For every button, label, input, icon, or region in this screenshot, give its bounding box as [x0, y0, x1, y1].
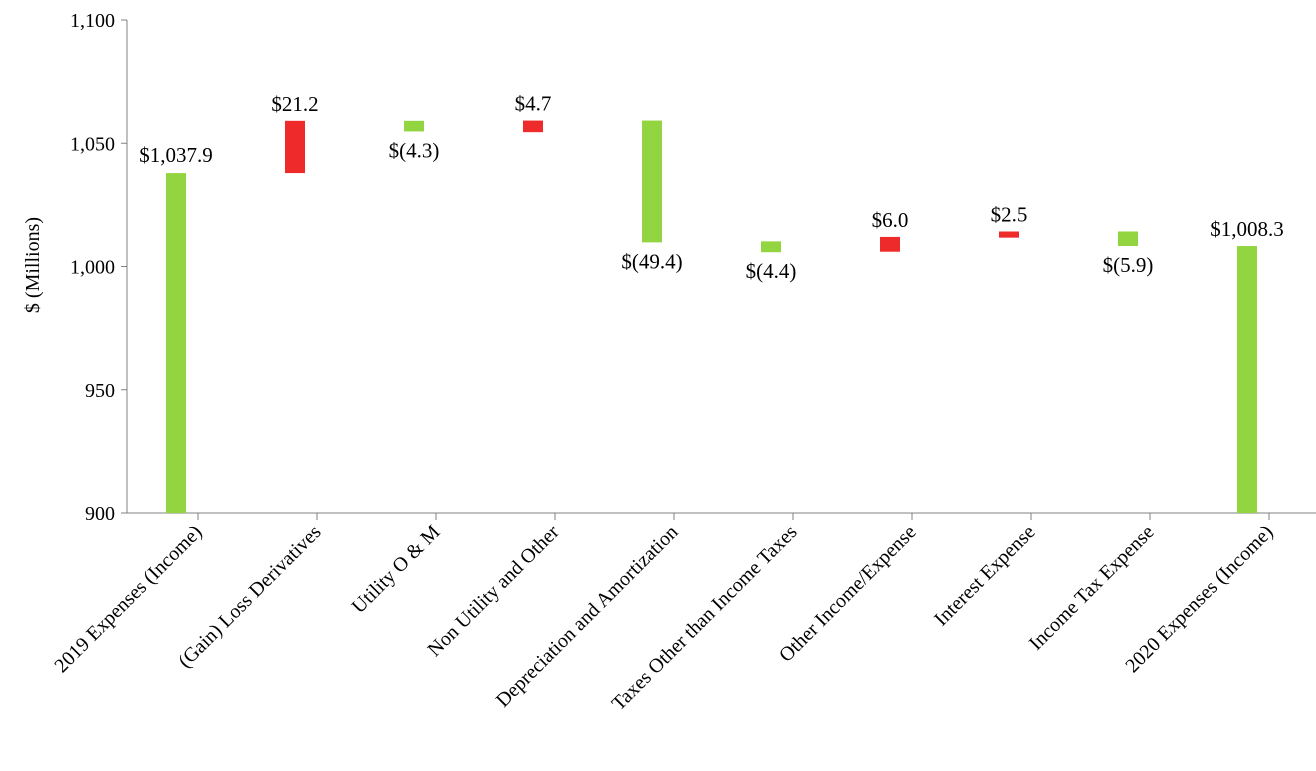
y-tick-label: 1,000	[70, 257, 115, 279]
data-label: $(49.4)	[621, 249, 682, 273]
bar-increase	[880, 236, 900, 252]
category-labels: 2019 Expenses (Income)(Gain) Loss Deriva…	[50, 521, 1277, 715]
category-label: Income Tax Expense	[1025, 521, 1159, 655]
y-tick-label: 950	[85, 380, 115, 402]
bar-decrease	[642, 120, 662, 243]
bar-decrease	[1118, 231, 1138, 247]
bar-total	[166, 173, 186, 514]
data-label: $6.0	[872, 208, 909, 232]
x-axis	[127, 512, 1316, 520]
category-label: Utility O & M	[348, 521, 445, 618]
y-tick-label: 1,100	[70, 10, 115, 32]
data-label: $(4.4)	[746, 259, 797, 283]
bar-increase	[523, 120, 543, 133]
data-label: $(5.9)	[1103, 253, 1154, 277]
y-axis-title: $ (Millions)	[22, 217, 44, 313]
data-label: $21.2	[271, 92, 318, 116]
data-label: $2.5	[991, 202, 1028, 226]
data-labels: $1,037.9 $21.2 $(4.3) $4.7 $(49.4) $(4.4) $6.0…	[139, 92, 1284, 284]
data-label: $(4.3)	[389, 138, 440, 162]
category-label: Non Utility and Other	[423, 521, 563, 661]
bar-total	[1237, 246, 1257, 513]
bar-increase	[285, 120, 305, 174]
bar-decrease	[761, 241, 781, 253]
bar-series	[166, 120, 1257, 514]
data-label: $4.7	[515, 92, 552, 116]
y-axis: 900 950 1,000 1,050 1,100	[70, 10, 128, 525]
y-tick-label: 900	[85, 503, 115, 525]
category-label: Interest Expense	[930, 521, 1039, 630]
y-tick-label: 1,050	[70, 133, 115, 155]
category-label: Other Income/Expense	[775, 521, 921, 667]
bar-increase	[999, 231, 1019, 238]
data-label: $1,008.3	[1210, 217, 1284, 241]
data-label: $1,037.9	[139, 143, 213, 167]
bar-decrease	[404, 120, 424, 132]
